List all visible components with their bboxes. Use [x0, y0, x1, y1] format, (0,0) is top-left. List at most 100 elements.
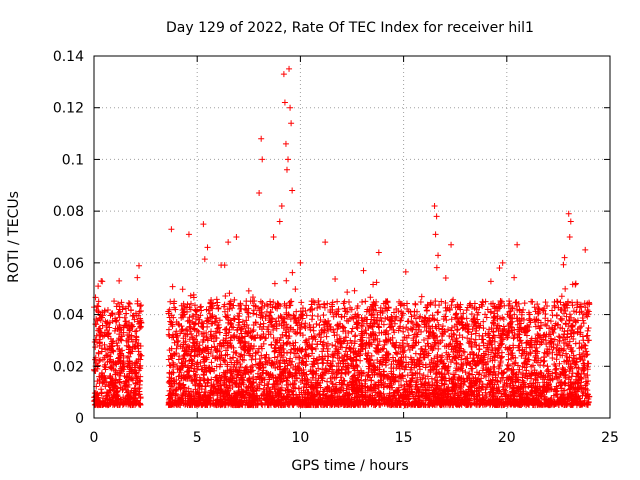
data-point — [282, 329, 289, 336]
data-point — [441, 375, 448, 382]
data-point — [134, 342, 141, 349]
data-point — [314, 305, 321, 312]
data-point — [435, 340, 442, 347]
data-point — [392, 396, 399, 403]
data-point — [98, 373, 105, 380]
data-point — [298, 348, 305, 355]
data-point — [344, 340, 351, 347]
data-points — [91, 65, 593, 409]
data-point — [113, 318, 120, 325]
data-point — [132, 395, 139, 402]
data-point — [266, 317, 273, 324]
data-point — [125, 299, 132, 306]
data-point — [316, 354, 323, 361]
data-point — [213, 328, 220, 335]
data-point — [328, 379, 335, 386]
data-point — [222, 358, 229, 365]
data-point — [258, 333, 265, 340]
data-point — [336, 386, 343, 393]
data-point — [360, 401, 367, 408]
data-point — [524, 339, 531, 346]
data-point — [123, 389, 130, 396]
data-point — [203, 334, 210, 341]
data-point — [102, 383, 109, 390]
data-point — [532, 319, 539, 326]
data-point — [566, 317, 573, 324]
data-point — [567, 346, 574, 353]
data-point — [108, 365, 115, 372]
data-point — [370, 336, 377, 343]
data-point — [105, 381, 112, 388]
data-point — [295, 316, 302, 323]
data-point — [99, 374, 105, 381]
data-point — [548, 343, 555, 350]
data-point — [560, 387, 567, 394]
data-point — [403, 324, 410, 331]
data-point — [218, 387, 225, 394]
data-point — [560, 301, 567, 308]
data-point — [473, 362, 480, 369]
data-point — [376, 338, 383, 345]
data-point — [353, 362, 360, 369]
data-point — [228, 343, 235, 350]
data-point — [417, 298, 424, 305]
data-point — [198, 319, 205, 326]
data-point — [297, 324, 304, 331]
data-point — [365, 350, 372, 357]
data-point — [224, 394, 231, 401]
data-point — [134, 300, 141, 307]
data-point — [362, 383, 369, 390]
data-point — [435, 345, 442, 352]
data-point — [187, 292, 194, 299]
data-point — [388, 323, 395, 330]
data-point — [523, 360, 530, 367]
data-point — [517, 337, 524, 344]
data-point — [136, 364, 143, 371]
data-point — [350, 372, 357, 379]
data-point — [486, 326, 493, 333]
data-point — [103, 392, 110, 399]
data-point — [498, 299, 505, 306]
data-point — [352, 332, 359, 339]
data-point — [135, 345, 142, 352]
data-point — [514, 362, 521, 369]
data-point — [566, 311, 573, 318]
data-point — [372, 385, 379, 392]
data-point — [192, 381, 199, 388]
data-point — [101, 332, 108, 339]
data-point — [136, 377, 143, 384]
data-point — [496, 264, 503, 271]
data-point — [486, 337, 493, 344]
data-point — [283, 277, 290, 284]
data-point — [471, 400, 478, 407]
data-point — [269, 384, 276, 391]
data-point — [313, 321, 320, 328]
data-point — [138, 352, 145, 359]
data-point — [236, 319, 243, 326]
data-point — [584, 364, 591, 371]
data-point — [192, 307, 199, 314]
data-point — [101, 308, 108, 315]
data-point — [340, 324, 347, 331]
data-point — [500, 316, 507, 323]
data-point — [531, 304, 538, 311]
data-point — [207, 331, 214, 338]
data-point — [547, 318, 554, 325]
data-point — [257, 397, 264, 404]
data-point — [122, 318, 129, 325]
data-point — [307, 367, 314, 374]
data-point — [100, 378, 107, 385]
data-point — [233, 357, 240, 364]
data-point — [424, 373, 431, 380]
data-point — [92, 356, 99, 363]
data-point — [521, 300, 528, 307]
data-point — [556, 360, 563, 367]
data-point — [347, 348, 354, 355]
data-point — [112, 315, 119, 322]
data-point — [128, 376, 135, 383]
data-point — [384, 299, 391, 306]
data-point — [508, 355, 515, 362]
data-point — [184, 331, 191, 338]
data-point — [437, 354, 444, 361]
data-point — [484, 306, 491, 313]
